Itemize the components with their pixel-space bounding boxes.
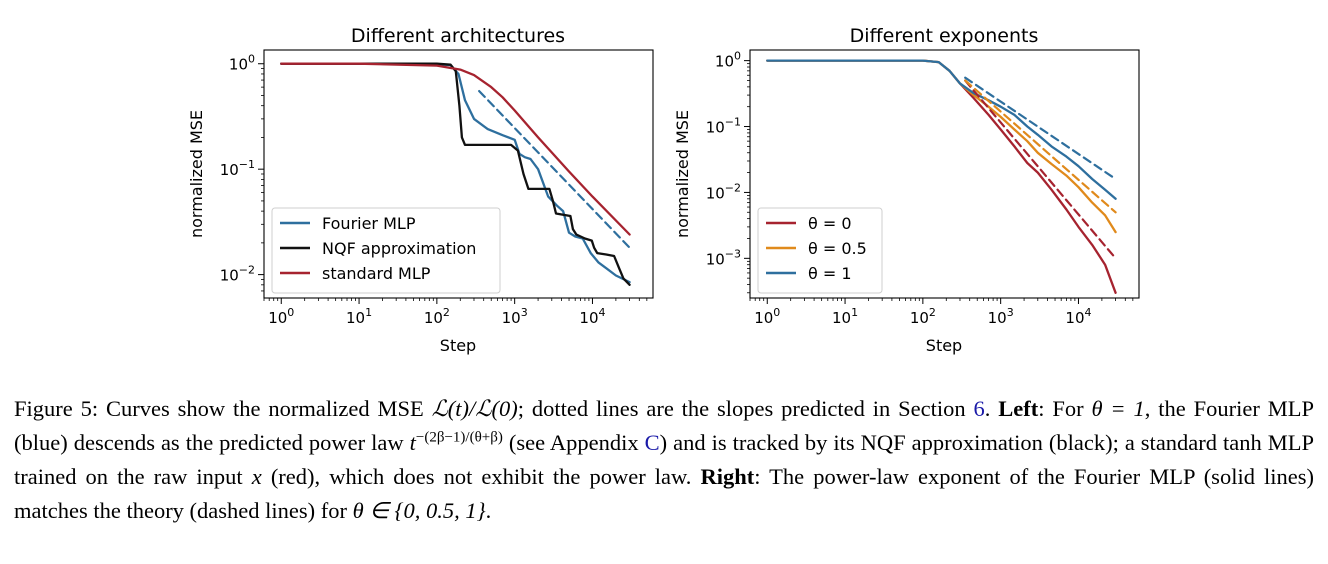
right-x-ticks: 100 101 102 103 104 <box>749 298 1134 327</box>
appendix-ref-link[interactable]: C <box>644 430 660 455</box>
caption-text: Curves show the normalized MSE <box>106 396 424 421</box>
left-series-2 <box>280 62 631 236</box>
right-chart: Different exponents Step normalized MSE … <box>673 25 1140 355</box>
caption-text: . <box>485 498 492 523</box>
left-x-ticks: 100 101 102 103 104 <box>263 298 648 327</box>
caption-text: , the Fourier MLP (blue) descends as the… <box>14 396 1314 455</box>
caption-text: ) and is tracked by its NQF approximatio… <box>14 430 1315 489</box>
right-x-tick-label: 102 <box>910 306 936 327</box>
left-legend: Fourier MLP NQF approximation standard MLP <box>271 207 501 294</box>
caption-math: ℒ(t)/ℒ(0) <box>431 396 518 421</box>
right-chart-title: Different exponents <box>850 25 1039 47</box>
right-y-tick-label: 10−2 <box>706 181 741 202</box>
left-x-tick-label: 103 <box>502 306 528 327</box>
right-legend-label: θ = 0 <box>808 214 852 233</box>
right-legend: θ = 0 θ = 0.5 θ = 1 <box>757 207 883 294</box>
right-series-dashed-4 <box>964 79 1117 214</box>
caption-math: x <box>251 464 262 489</box>
caption-bold: Left <box>998 396 1039 421</box>
right-series-dashed-5 <box>964 76 1117 181</box>
left-series-1 <box>280 62 631 286</box>
left-y-tick-label: 100 <box>229 53 255 74</box>
figure-5: Different architectures Step normalized … <box>187 25 1140 355</box>
left-y-tick-label: 10−1 <box>220 158 255 179</box>
left-x-tick-label: 101 <box>346 306 372 327</box>
right-legend-label: θ = 1 <box>808 264 852 283</box>
left-series-0 <box>280 62 631 284</box>
right-y-ticks: 100 10−1 10−2 10−3 <box>706 50 750 294</box>
right-y-tick-label: 10−1 <box>706 116 741 137</box>
right-y-tick-label: 100 <box>715 50 741 71</box>
left-plot-area <box>280 62 631 286</box>
left-series-dashed-3 <box>478 89 631 249</box>
right-y-tick-label: 10−3 <box>706 247 741 268</box>
caption-text: : For <box>1038 396 1084 421</box>
right-series-2 <box>766 59 1117 200</box>
caption-bold: Right <box>700 464 755 489</box>
left-x-label: Step <box>440 336 476 355</box>
caption-text: . <box>984 396 991 421</box>
left-y-ticks: 100 10−1 10−2 <box>220 53 264 292</box>
left-x-tick-label: 102 <box>424 306 450 327</box>
left-y-tick-label: 10−2 <box>220 264 255 285</box>
figure-caption: Figure 5: Curves show the normalized MSE… <box>14 392 1314 528</box>
caption-math-exponent: −(2β−1)/(θ+β) <box>415 429 503 446</box>
right-x-tick-label: 101 <box>832 306 858 327</box>
left-legend-label: standard MLP <box>322 264 431 283</box>
left-x-tick-label: 100 <box>268 306 294 327</box>
right-x-tick-label: 103 <box>988 306 1014 327</box>
left-y-label: normalized MSE <box>187 110 206 238</box>
right-y-label: normalized MSE <box>673 110 692 238</box>
right-series-dashed-3 <box>964 79 1117 260</box>
section-ref-link[interactable]: 6 <box>973 396 985 421</box>
right-x-tick-label: 100 <box>754 306 780 327</box>
left-legend-label: Fourier MLP <box>322 214 416 233</box>
left-chart-title: Different architectures <box>351 25 565 47</box>
left-x-tick-label: 104 <box>579 306 605 327</box>
caption-label: Figure 5: <box>14 396 99 421</box>
right-axes-frame <box>749 49 1140 299</box>
right-legend-label: θ = 0.5 <box>808 239 867 258</box>
caption-math: θ = 1 <box>1091 396 1145 421</box>
right-plot-area <box>766 59 1117 294</box>
caption-text: : The power-law exponent of the Fourier … <box>14 464 1314 523</box>
caption-text: (red), which does not exhibit the power … <box>270 464 692 489</box>
caption-text: ; dotted lines are the slopes predicted … <box>517 396 966 421</box>
right-x-tick-label: 104 <box>1065 306 1091 327</box>
right-x-label: Step <box>926 336 962 355</box>
caption-text: (see Appendix <box>508 430 639 455</box>
caption-math: θ ∈ {0, 0.5, 1} <box>352 498 486 523</box>
caption-math: t <box>409 430 416 455</box>
left-legend-label: NQF approximation <box>322 239 476 258</box>
left-chart: Different architectures Step normalized … <box>187 25 654 355</box>
